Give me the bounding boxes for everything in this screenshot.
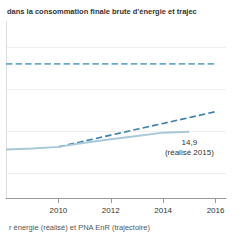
- svg-text:(réalisé 2015): (réalisé 2015): [165, 148, 214, 157]
- svg-text:2014: 2014: [154, 206, 172, 215]
- svg-text:2016: 2016: [207, 206, 225, 215]
- svg-text:dans la consommation finale br: dans la consommation finale brute d'éner…: [7, 7, 197, 16]
- svg-text:2012: 2012: [102, 206, 120, 215]
- svg-text:r énergie (réalisé) et PNA EnR: r énergie (réalisé) et PNA EnR (trajecto…: [9, 223, 150, 232]
- svg-text:2010: 2010: [49, 206, 67, 215]
- svg-text:14,9: 14,9: [182, 138, 198, 147]
